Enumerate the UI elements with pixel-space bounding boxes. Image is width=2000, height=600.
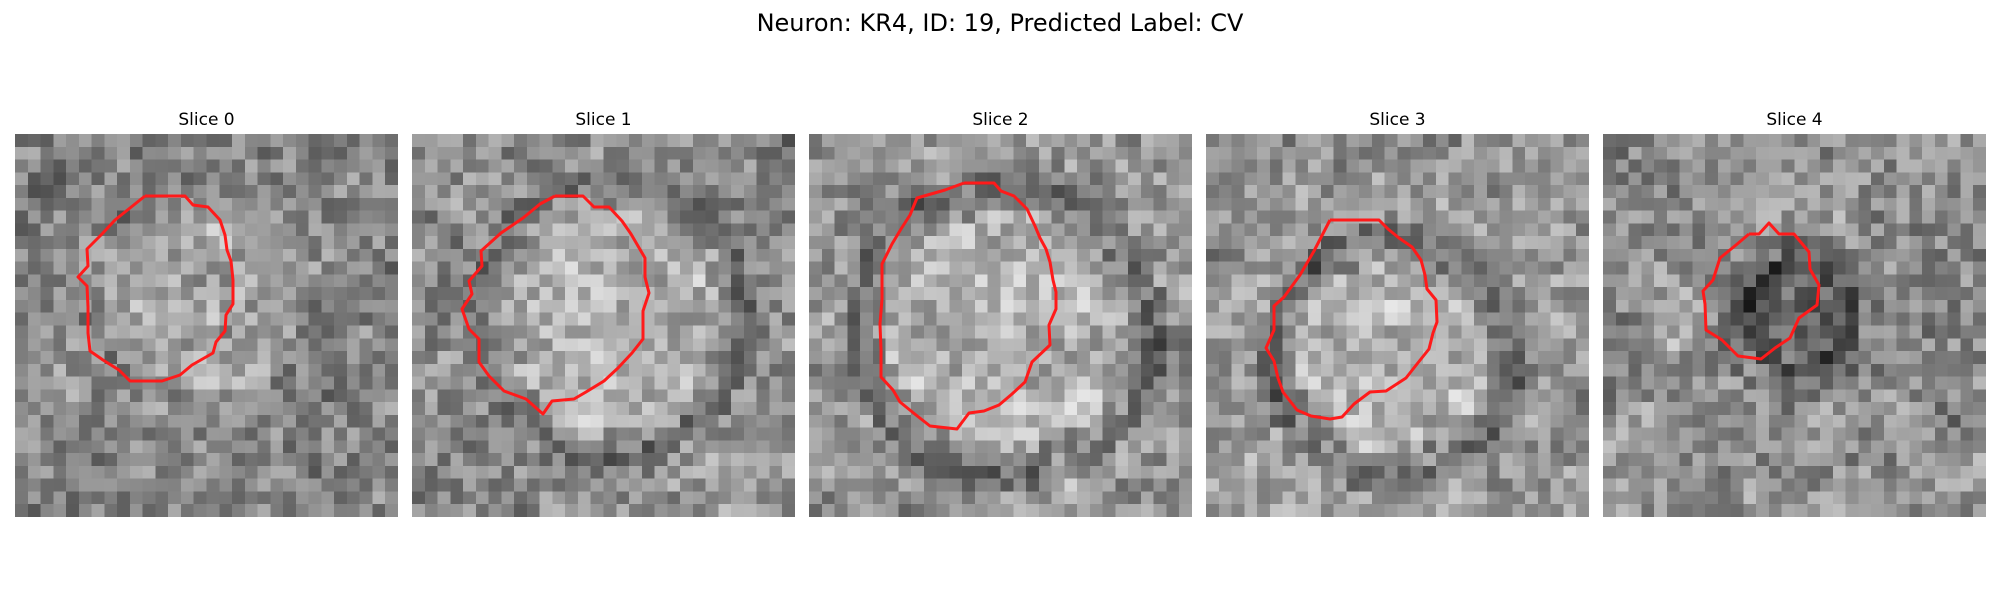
slice-title: Slice 4 [1766,110,1823,130]
segmentation-contour [878,181,1058,431]
slice-image [15,134,398,517]
slice-panel [1206,134,1589,517]
slice-title: Slice 3 [1369,110,1426,130]
segmentation-contour [76,194,235,383]
slice-panel [15,134,398,517]
slice-title: Slice 0 [178,110,235,130]
slice-panel [1603,134,1986,517]
slice-panel [809,134,1192,517]
segmentation-contour [1701,221,1821,361]
slice-panel [412,134,795,517]
slice-image [809,134,1192,517]
slice-title: Slice 1 [575,110,632,130]
slice-title: Slice 2 [972,110,1029,130]
slice-image [1206,134,1589,517]
slice-image [412,134,795,517]
figure-title: Neuron: KR4, ID: 19, Predicted Label: CV [756,9,1244,37]
segmentation-contour [460,194,651,416]
segmentation-contour [1264,218,1439,421]
